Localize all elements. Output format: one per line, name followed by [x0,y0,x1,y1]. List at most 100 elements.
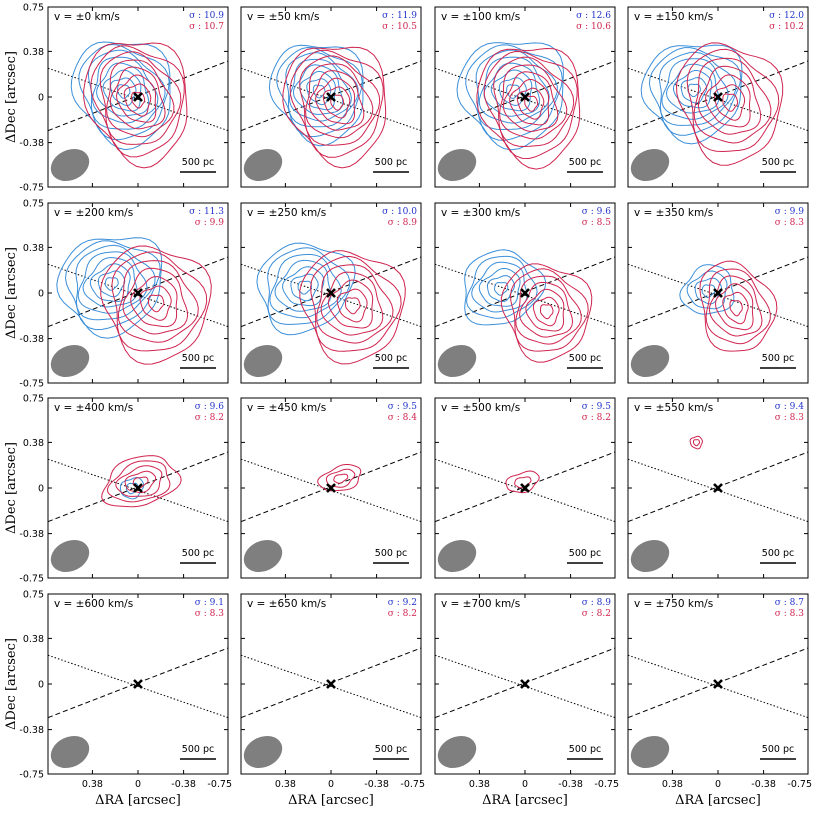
nucleus-cross-marker [326,288,336,298]
y-tick-label: -0.75 [19,379,44,390]
x-axis-label: ΔRA [arcsec] [482,793,568,808]
x-tick-label: 0.38 [662,779,683,790]
blue-contour-4 [274,259,332,312]
velocity-label: v = ±600 km/s [54,598,133,610]
sigma-blue-label: σ : 10.0 [382,207,417,217]
x-tick-label: -0.38 [171,779,196,790]
sigma-red-label: σ : 8.2 [195,413,224,423]
y-tick-label: 0.38 [23,438,44,449]
red-contour-3 [317,464,362,492]
blue-contour-8 [456,42,564,151]
red-contour-6 [493,56,575,148]
x-tick-label: -0.38 [558,779,583,790]
velocity-label: v = ±400 km/s [54,402,133,414]
velocity-label: v = ±250 km/s [247,207,326,219]
minor-axis-line [48,67,228,132]
blue-contour-5 [466,255,538,319]
sigma-blue-label: σ : 8.7 [775,598,804,608]
x-tick-label: -0.75 [787,779,812,790]
panel-4: v = ±150 km/s σ : 12.0σ : 10.2 500 pc [627,6,809,188]
velocity-label: v = ±500 km/s [441,402,520,414]
sigma-red-label: σ : 10.2 [769,22,804,32]
panel-7: v = ±300 km/s σ : 9.6σ : 8.5 500 pc [434,202,616,384]
scale-bar-label: 500 pc [375,744,407,755]
sigma-blue-label: σ : 10.9 [189,11,224,21]
beam-ellipse [630,344,670,378]
x-axis-label: ΔRA [arcsec] [95,793,181,808]
nucleus-cross-marker [713,679,723,689]
panel-plot-area [628,435,808,573]
blue-contour-1 [297,280,313,295]
nucleus-cross-marker [713,288,723,298]
y-tick-label: -0.75 [19,770,44,781]
panel-9: v = ±400 km/s σ : 9.6σ : 8.2 500 pc 0.75 0.3… [4,394,229,585]
blue-contour-1 [701,284,716,299]
y-axis-label: ΔDec [arcsec] [4,247,19,339]
nucleus-cross-marker [326,679,336,689]
red-contour-2 [336,288,368,323]
red-contour-3 [130,276,178,328]
beam-ellipse [50,539,90,573]
red-contour-6 [699,260,778,352]
y-tick-label: -0.38 [19,138,44,149]
red-contour-6 [99,51,182,145]
red-contour-1 [693,439,700,447]
panel-plot-area [48,647,228,769]
x-axis-label: ΔRA [arcsec] [675,793,761,808]
red-contour-2 [713,84,746,121]
minor-axis-line [241,654,421,719]
sigma-blue-label: σ : 11.3 [189,207,224,217]
beam-ellipse [437,344,477,378]
y-tick-label: -0.75 [19,574,44,585]
red-contour-3 [714,283,754,331]
panel-10: v = ±450 km/s σ : 9.5σ : 8.4 500 pc [240,397,422,579]
sigma-blue-label: σ : 9.4 [775,402,804,412]
panel-plot-area [628,647,808,769]
velocity-label: v = ±100 km/s [441,11,520,23]
blue-contour-5 [661,58,729,120]
beam-ellipse [50,344,90,378]
velocity-label: v = ±150 km/s [634,11,713,23]
red-contour-5 [515,275,582,345]
sigma-blue-label: σ : 9.2 [388,598,417,608]
minor-axis-line [628,67,808,132]
red-contour-5 [305,63,374,139]
velocity-label: v = ±50 km/s [247,11,320,23]
beam-ellipse [50,735,90,769]
y-tick-label: 0 [38,289,44,300]
red-contour-2 [505,470,540,494]
x-tick-label: 0 [135,779,141,790]
sigma-red-label: σ : 8.4 [388,413,417,423]
red-contour-7 [100,245,212,365]
sigma-red-label: σ : 8.9 [388,218,417,228]
red-contour-4 [106,460,171,503]
red-contour-4 [519,281,574,338]
panel-14: v = ±650 km/s σ : 9.2σ : 8.2 500 pc 0.38 0 -0… [240,593,425,808]
minor-axis-line [435,654,615,719]
beam-ellipse [630,148,670,182]
red-contour-4 [320,271,384,336]
red-contour-8 [476,47,581,170]
beam-ellipse [243,148,283,182]
panel-plot-area [241,44,421,182]
panel-12: v = ±550 km/s σ : 9.4σ : 8.3 500 pc [627,397,809,579]
nucleus-cross-marker [133,288,143,298]
nucleus-cross-marker [133,92,143,102]
red-contour-7 [90,45,185,158]
red-contour-2 [123,83,152,117]
blue-contour-2 [290,273,319,302]
y-tick-label: 0 [38,484,44,495]
x-tick-label: 0 [328,779,334,790]
panel-11: v = ±500 km/s σ : 9.5σ : 8.2 500 pc [434,397,616,579]
nucleus-cross-marker [713,92,723,102]
red-contour-3 [115,465,163,497]
x-tick-label: 0 [522,779,528,790]
blue-contour-8 [70,41,171,151]
minor-axis-line [628,458,808,523]
red-contour-7 [675,42,784,166]
sigma-blue-label: σ : 9.6 [195,402,224,412]
red-contour-7 [299,250,406,365]
red-contour-1 [729,299,743,317]
red-contour-5 [117,260,199,343]
